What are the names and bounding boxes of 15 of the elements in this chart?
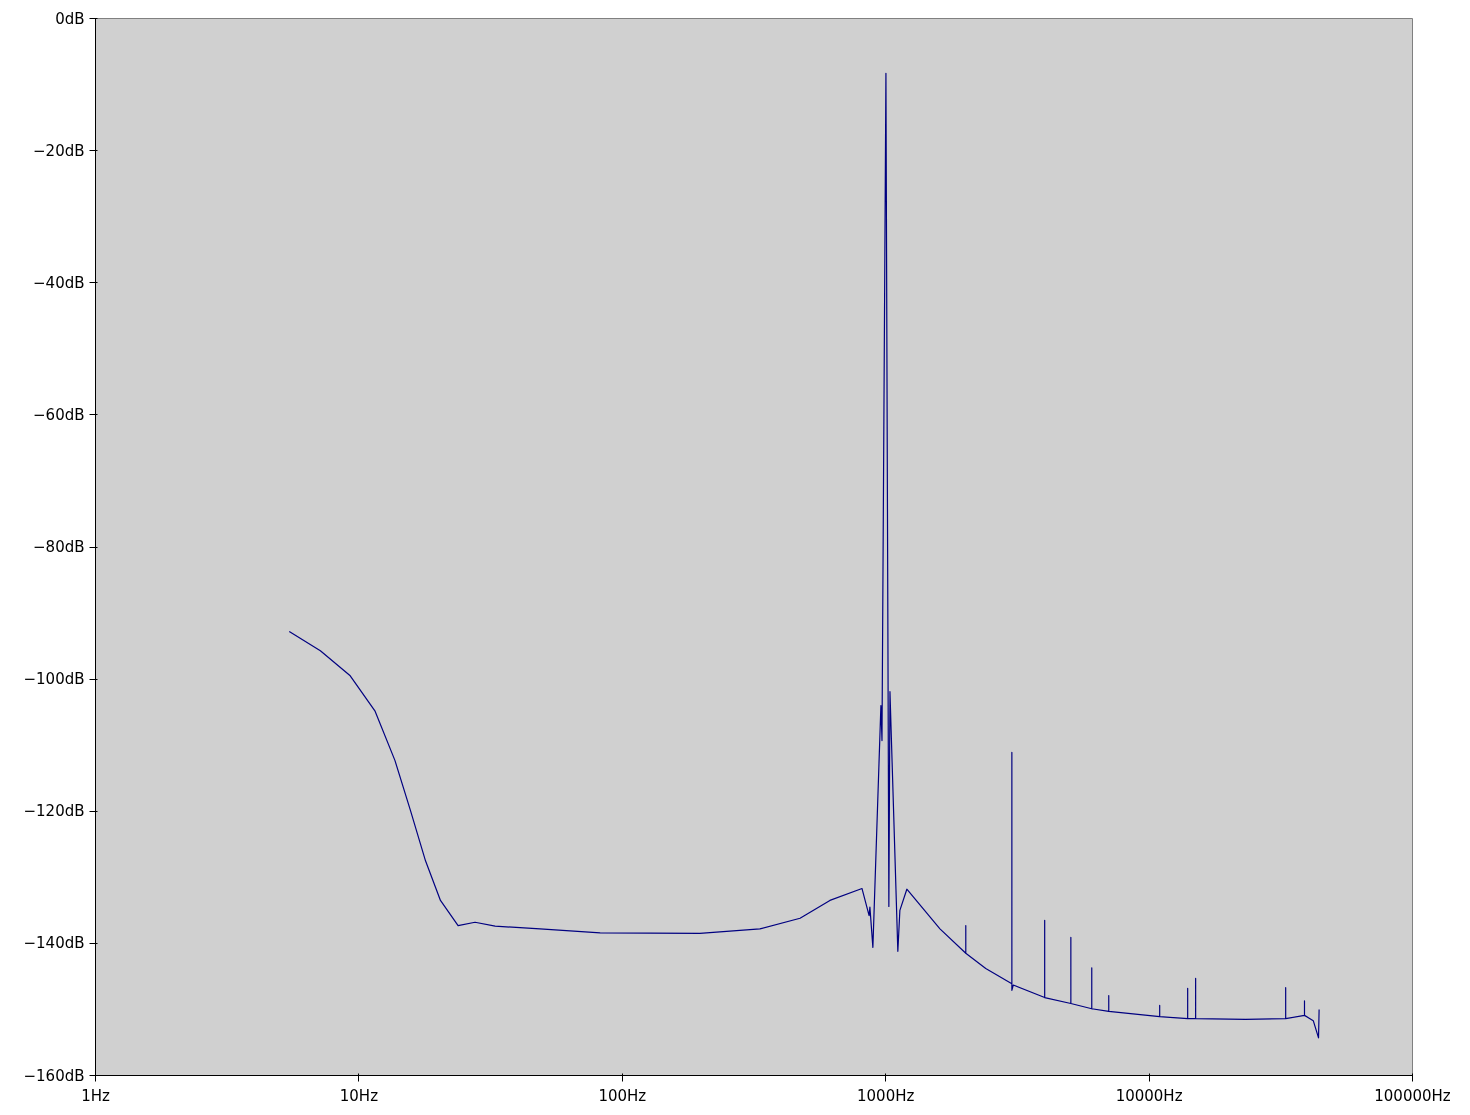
- x-tick-label: 10000Hz: [1115, 1086, 1183, 1105]
- y-tick-label: −60dB: [33, 405, 85, 424]
- x-tick-label: 100000Hz: [1374, 1086, 1451, 1105]
- x-tick-label: 1Hz: [81, 1086, 110, 1105]
- y-tick-label: 0dB: [55, 9, 85, 28]
- y-tick-label: −40dB: [33, 273, 85, 292]
- x-tick-label: 10Hz: [339, 1086, 379, 1105]
- x-tick-label: 100Hz: [598, 1086, 647, 1105]
- y-tick-label: −160dB: [23, 1066, 85, 1085]
- y-tick-label: −80dB: [33, 538, 85, 556]
- y-tick-label: −20dB: [33, 141, 85, 160]
- x-tick-label: 1000Hz: [857, 1086, 915, 1105]
- y-tick-label: −140dB: [23, 934, 85, 953]
- y-tick-label: −120dB: [23, 802, 85, 821]
- y-tick-label: −100dB: [23, 670, 85, 689]
